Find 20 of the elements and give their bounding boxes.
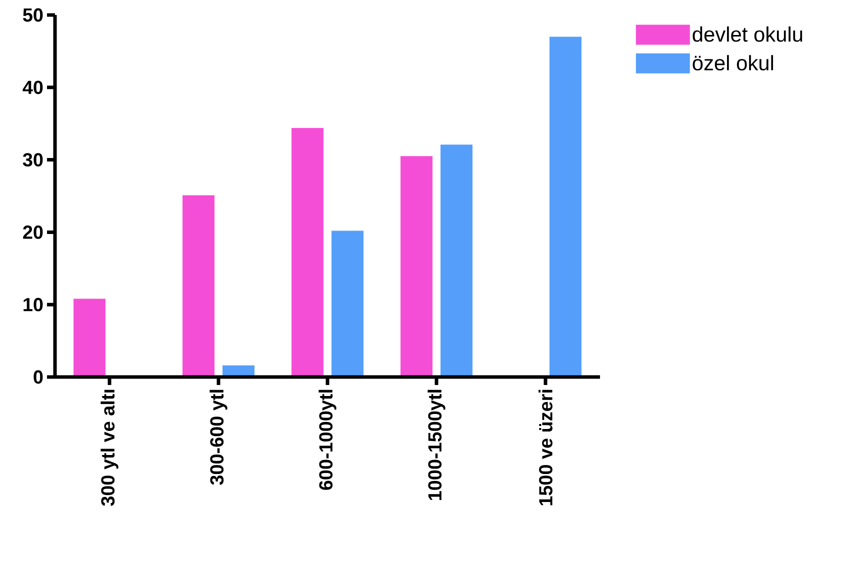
bar (292, 128, 324, 377)
bar (74, 298, 106, 377)
bar (550, 36, 582, 377)
bar (182, 195, 214, 377)
legend-label: özel okul (692, 55, 774, 70)
y-tick-label: 0 (34, 370, 43, 384)
y-tick-label: 50 (23, 8, 43, 22)
bar (400, 156, 433, 377)
y-tick-label: 40 (22, 80, 43, 94)
bar (440, 144, 473, 377)
y-tick-label: 10 (24, 298, 43, 312)
x-tick-label: 300-600 ytl (210, 390, 228, 485)
y-tick-label: 30 (22, 153, 43, 167)
legend-label: devlet okulu (692, 26, 802, 42)
x-tick-label: 1000-1500ytl (428, 390, 446, 500)
x-tick-label: 300 ytl ve altı (100, 390, 118, 506)
bar (332, 230, 364, 377)
y-tick-label: 20 (23, 225, 43, 239)
x-tick-label: 1500 ve üzeri (538, 390, 552, 506)
x-tick-label: 600-1000ytl (318, 390, 336, 490)
